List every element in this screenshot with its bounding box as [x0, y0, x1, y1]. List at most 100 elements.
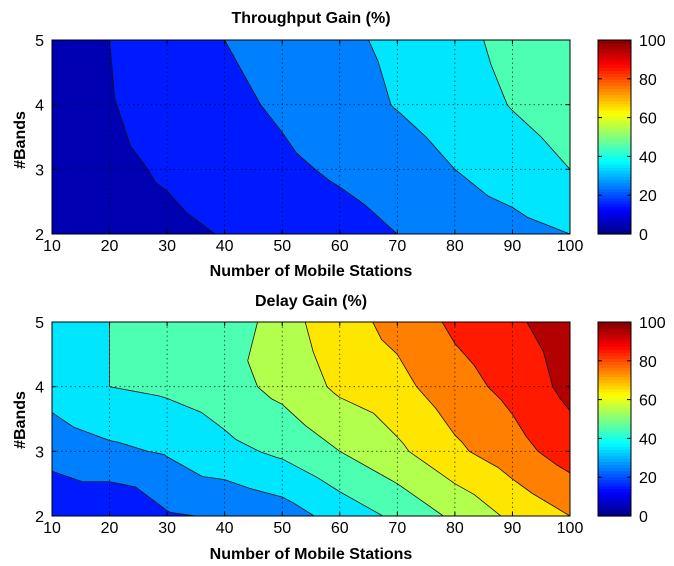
throughput-colorbar-segment	[598, 173, 631, 178]
throughput-colorbar-segment	[598, 182, 631, 187]
delay-colorbar-segment	[598, 482, 631, 487]
delay-colorbar-segment	[598, 382, 631, 387]
throughput-colorbar-segment	[598, 85, 631, 90]
delay-colorbar-frame	[597, 321, 632, 517]
throughput-ytick-label-3: 3	[35, 162, 44, 179]
throughput-colorbar-segment	[598, 133, 631, 138]
delay-colorbar-segment	[598, 470, 631, 475]
throughput-colorbar-segment	[598, 221, 631, 226]
delay-colorbar-segment	[598, 461, 631, 466]
throughput-axes-frame	[51, 39, 571, 235]
delay-contour-line-50	[247, 322, 444, 516]
delay-colorbar-label-80: 80	[639, 354, 657, 371]
delay-contour-line-70	[372, 322, 570, 516]
throughput-colorbar-label-80: 80	[639, 72, 657, 89]
throughput-xtick-label-90: 90	[504, 238, 522, 255]
delay-colorbar-segment	[598, 434, 631, 438]
throughput-colorbar-segment	[598, 200, 631, 205]
delay-colorbar-segment	[598, 391, 631, 396]
delay-colorbar-segment	[598, 449, 631, 453]
throughput-colorbar-segment	[598, 76, 631, 81]
delay-colorbar-segment	[598, 409, 631, 414]
delay-contour-line-30	[52, 412, 315, 516]
delay-colorbar-label-100: 100	[639, 315, 666, 332]
delay-colorbar-segment	[598, 467, 631, 472]
throughput-colorbar-segment	[598, 170, 631, 174]
throughput-xtick-label-60: 60	[331, 238, 349, 255]
delay-ytick-label-5: 5	[35, 315, 44, 332]
delay-colorbar-segment	[598, 346, 631, 350]
delay-colorbar-segment	[598, 406, 631, 411]
throughput-colorbar-segment	[598, 97, 631, 102]
throughput-xtick-label-80: 80	[446, 238, 464, 255]
throughput-colorbar-segment	[598, 58, 631, 62]
throughput-ylabel: #Bands	[12, 111, 29, 169]
delay-ytick-label-4: 4	[35, 380, 44, 397]
throughput-colorbar-label-100: 100	[639, 33, 666, 50]
delay-contour-line-60	[304, 322, 502, 516]
delay-colorbar-segment	[598, 452, 631, 456]
delay-colorbar-segment	[598, 385, 631, 390]
delay-plot-area: 10 20 30 40 50 60 70 80 90 100 2 3 4 5	[35, 315, 583, 537]
throughput-xtick-label-40: 40	[216, 238, 234, 255]
throughput-xtick-label-100: 100	[557, 238, 584, 255]
delay-colorbar-segment	[598, 425, 631, 429]
throughput-colorbar-segment	[598, 224, 631, 229]
throughput-colorbar-segment	[598, 61, 631, 65]
throughput-colorbar-segment	[598, 143, 631, 147]
throughput-colorbar-segment	[598, 215, 631, 220]
delay-colorbar-segment	[598, 458, 631, 463]
delay-colorbar-segment	[598, 331, 631, 335]
delay-xtick-label-50: 50	[273, 520, 291, 537]
delay-colorbar-segment	[598, 431, 631, 435]
delay-colorbar-segment	[598, 403, 631, 408]
throughput-colorbar-segment	[598, 230, 631, 235]
throughput-colorbar-segment	[598, 40, 631, 44]
delay-colorbar-segment	[598, 373, 631, 378]
throughput-colorbar-segment	[598, 155, 631, 159]
delay-colorbar-segment	[598, 352, 631, 356]
delay-colorbar-segment	[598, 473, 631, 478]
throughput-colorbar-segment	[598, 112, 631, 117]
throughput-grid	[52, 40, 570, 234]
delay-colorbar-segment	[598, 397, 631, 402]
delay-xtick-label-70: 70	[388, 520, 406, 537]
throughput-colorbar-segment	[598, 185, 631, 190]
delay-colorbar-segment	[598, 488, 631, 493]
throughput-colorbar: 0 20 40 60 80 100	[597, 33, 666, 244]
delay-colorbar-label-20: 20	[639, 470, 657, 487]
delay-ytick-label-3: 3	[35, 444, 44, 461]
delay-contour-line-90	[526, 322, 570, 412]
delay-chart: Delay Gain (%) 10 20 30 40 50 60 70 80 90 1002345…	[12, 293, 666, 563]
delay-colorbar-segment	[598, 440, 631, 444]
delay-xtick-label-10: 10	[43, 520, 61, 537]
delay-title: Delay Gain (%)	[255, 293, 367, 310]
throughput-contour-line-10	[109, 40, 216, 234]
throughput-colorbar-segment	[598, 152, 631, 156]
delay-colorbar-segment	[598, 328, 631, 332]
delay-colorbar-segment	[598, 361, 631, 366]
throughput-colorbar-segment	[598, 106, 631, 111]
throughput-xtick-label-20: 20	[101, 238, 119, 255]
throughput-colorbar-label-0: 0	[639, 227, 648, 244]
throughput-xlabel: Number of Mobile Stations	[210, 263, 413, 280]
delay-colorbar-label-0: 0	[639, 509, 648, 526]
delay-colorbar-segment	[598, 422, 631, 426]
throughput-colorbar-segment	[598, 203, 631, 208]
delay-colorbar-segment	[598, 400, 631, 405]
throughput-colorbar-segment	[598, 49, 631, 53]
throughput-contour-line-20	[224, 40, 398, 234]
delay-colorbar-segment	[598, 485, 631, 490]
throughput-colorbar-segment	[598, 206, 631, 211]
delay-xtick-label-80: 80	[446, 520, 464, 537]
throughput-contour-line-40	[483, 40, 570, 170]
throughput-colorbar-segment	[598, 188, 631, 193]
delay-colorbar-label-60: 60	[639, 393, 657, 410]
throughput-colorbar-segment	[598, 73, 631, 77]
throughput-colorbar-segment	[598, 209, 631, 214]
throughput-colorbar-segment	[598, 121, 631, 126]
delay-colorbar-segment	[598, 355, 631, 359]
throughput-colorbar-segment	[598, 124, 631, 129]
throughput-colorbar-segment	[598, 191, 631, 196]
throughput-colorbar-segment	[598, 115, 631, 120]
